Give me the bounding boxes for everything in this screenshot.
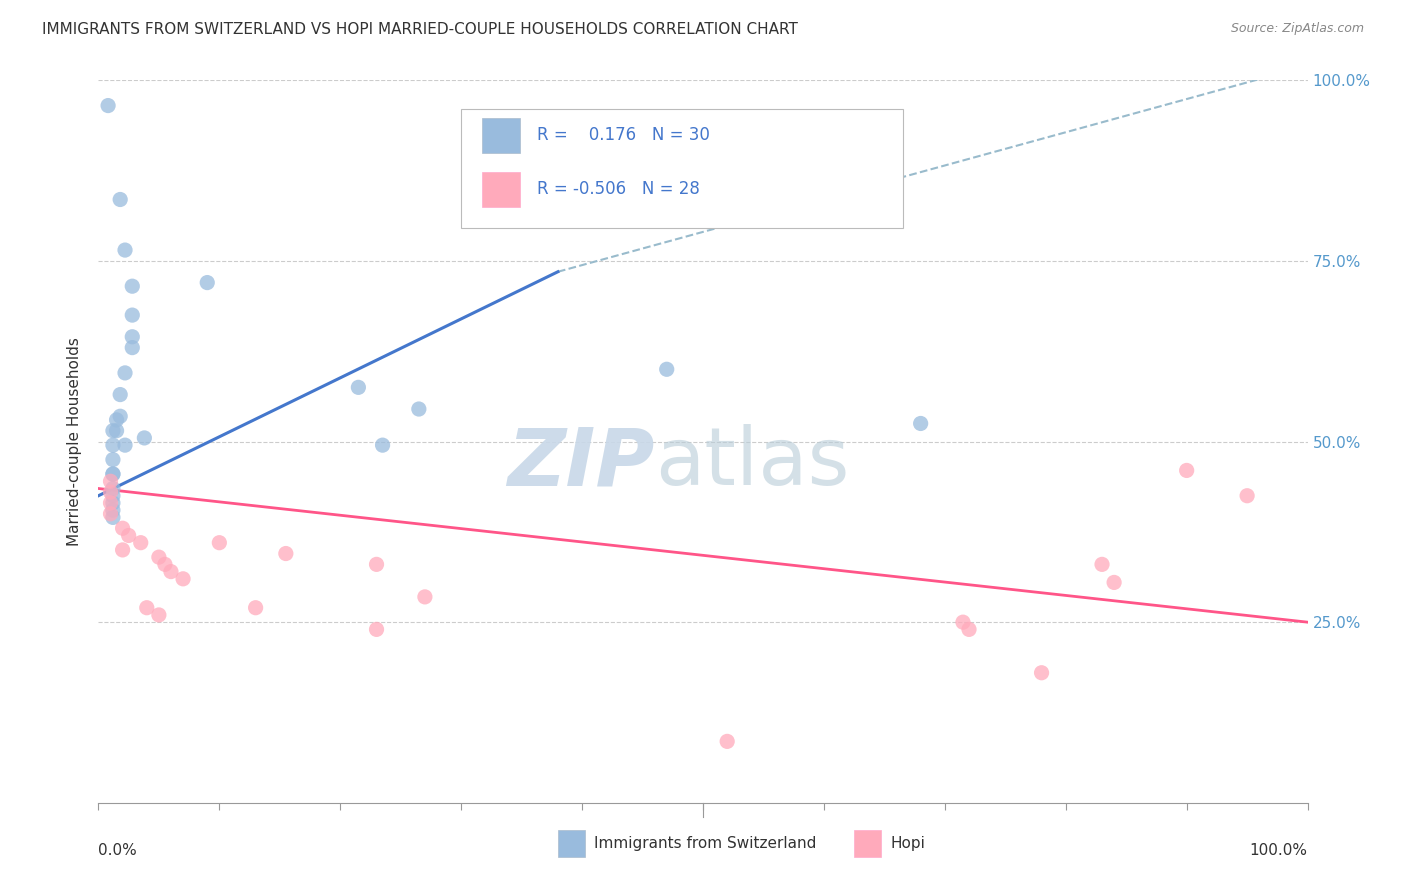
Point: [366, 558, 388, 572]
Point: [347, 380, 370, 394]
Point: [1102, 575, 1125, 590]
Point: [101, 496, 124, 510]
Bar: [558, 830, 585, 857]
Point: [1091, 558, 1114, 572]
Point: [101, 503, 124, 517]
Point: [101, 452, 124, 467]
Point: [135, 600, 157, 615]
Point: [148, 607, 170, 622]
Point: [105, 413, 128, 427]
FancyBboxPatch shape: [461, 109, 903, 228]
Point: [100, 475, 122, 489]
Point: [952, 615, 974, 630]
Text: 100.0%: 100.0%: [1250, 843, 1308, 857]
Point: [208, 535, 231, 549]
Text: Immigrants from Switzerland: Immigrants from Switzerland: [595, 836, 817, 851]
Point: [655, 362, 678, 376]
Point: [121, 330, 143, 344]
Point: [413, 590, 436, 604]
Point: [366, 623, 388, 637]
Point: [716, 734, 738, 748]
Point: [101, 510, 124, 524]
Point: [172, 572, 194, 586]
Point: [134, 431, 156, 445]
Bar: [855, 830, 880, 857]
Point: [114, 438, 136, 452]
Point: [121, 308, 143, 322]
Point: [100, 485, 122, 500]
Point: [1175, 463, 1198, 477]
Point: [101, 467, 124, 481]
Text: IMMIGRANTS FROM SWITZERLAND VS HOPI MARRIED-COUPLE HOUSEHOLDS CORRELATION CHART: IMMIGRANTS FROM SWITZERLAND VS HOPI MARR…: [42, 22, 799, 37]
Text: 0.0%: 0.0%: [98, 843, 138, 857]
Point: [108, 409, 131, 424]
Point: [114, 243, 136, 257]
Point: [100, 496, 122, 510]
Point: [195, 276, 218, 290]
Point: [97, 98, 120, 112]
Point: [111, 521, 134, 535]
Point: [957, 623, 980, 637]
Point: [371, 438, 394, 452]
Point: [101, 424, 124, 438]
Y-axis label: Married-couple Households: Married-couple Households: [67, 337, 83, 546]
Point: [101, 467, 124, 481]
Point: [121, 279, 143, 293]
Point: [118, 528, 141, 542]
Point: [105, 424, 128, 438]
Bar: [482, 118, 520, 153]
Text: R =    0.176   N = 30: R = 0.176 N = 30: [537, 126, 710, 145]
Point: [1031, 665, 1053, 680]
Point: [100, 507, 122, 521]
Text: atlas: atlas: [655, 425, 849, 502]
Point: [153, 558, 176, 572]
Point: [245, 600, 267, 615]
Point: [101, 489, 124, 503]
Text: Source: ZipAtlas.com: Source: ZipAtlas.com: [1230, 22, 1364, 36]
Point: [129, 535, 152, 549]
Point: [274, 547, 297, 561]
Text: R = -0.506   N = 28: R = -0.506 N = 28: [537, 180, 700, 198]
Point: [148, 550, 170, 565]
Bar: [482, 172, 520, 207]
Point: [160, 565, 183, 579]
Text: Hopi: Hopi: [890, 836, 925, 851]
Point: [101, 438, 124, 452]
Text: ZIP: ZIP: [508, 425, 655, 502]
Point: [1236, 489, 1258, 503]
Point: [408, 402, 430, 417]
Point: [108, 387, 131, 401]
Point: [111, 542, 134, 557]
Point: [121, 341, 143, 355]
Point: [101, 482, 124, 496]
Point: [108, 193, 131, 207]
Point: [114, 366, 136, 380]
Point: [910, 417, 932, 431]
